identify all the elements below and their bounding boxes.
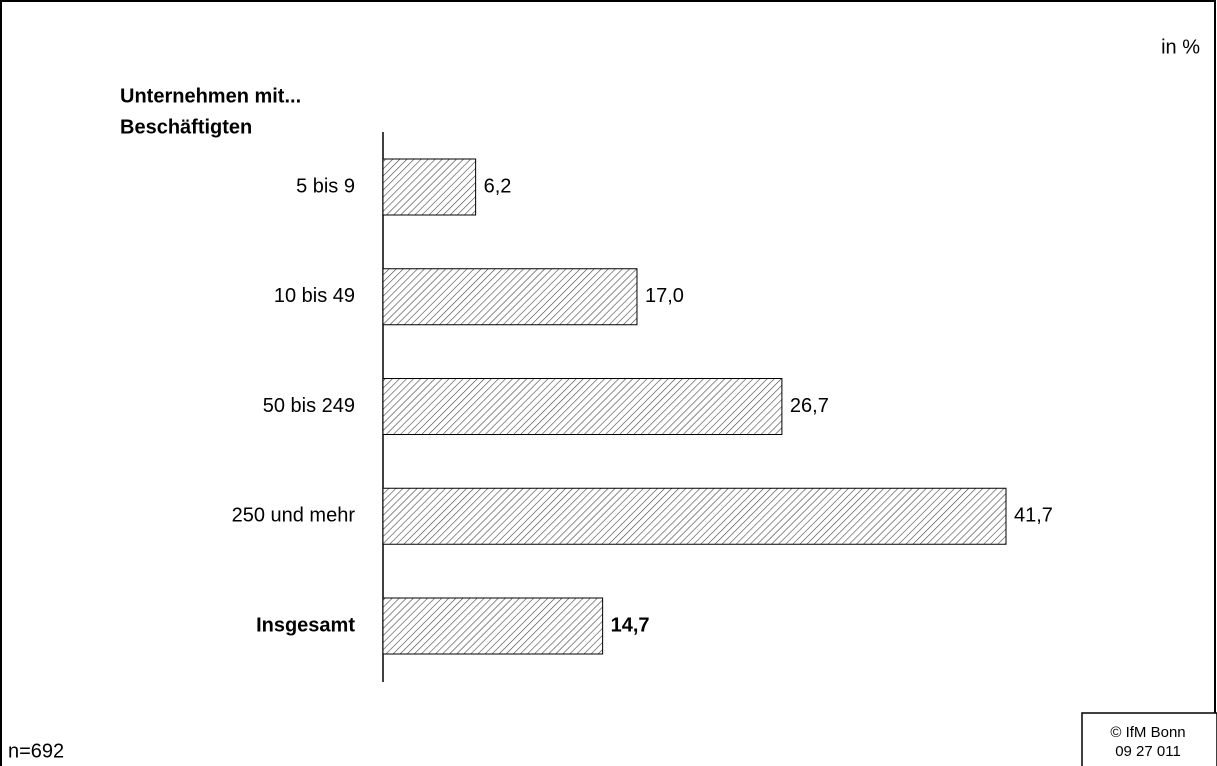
category-axis-title: Beschäftigten xyxy=(120,116,252,138)
category-label: Insgesamt xyxy=(256,614,355,636)
unit-label: in % xyxy=(1161,36,1200,58)
source: © IfM Bonn xyxy=(1110,724,1185,741)
category-label: 50 bis 249 xyxy=(263,395,355,417)
value-label: 17,0 xyxy=(645,285,684,307)
value-label: 41,7 xyxy=(1014,505,1053,527)
source: 09 27 011 xyxy=(1115,743,1181,760)
source-box xyxy=(1081,712,1217,766)
value-label: 26,7 xyxy=(790,395,829,417)
bar xyxy=(382,487,1007,545)
bar xyxy=(382,268,638,326)
category-label: 10 bis 49 xyxy=(274,285,355,307)
category-axis-title: Unternehmen mit... xyxy=(120,85,301,107)
value-label: 14,7 xyxy=(611,614,650,636)
bar xyxy=(382,378,783,435)
category-label: 5 bis 9 xyxy=(296,175,355,197)
note: n=692 xyxy=(8,740,64,762)
bar xyxy=(382,597,604,655)
value-label: 6,2 xyxy=(484,175,512,197)
bar xyxy=(382,158,477,216)
category-label: 250 und mehr xyxy=(232,505,356,527)
